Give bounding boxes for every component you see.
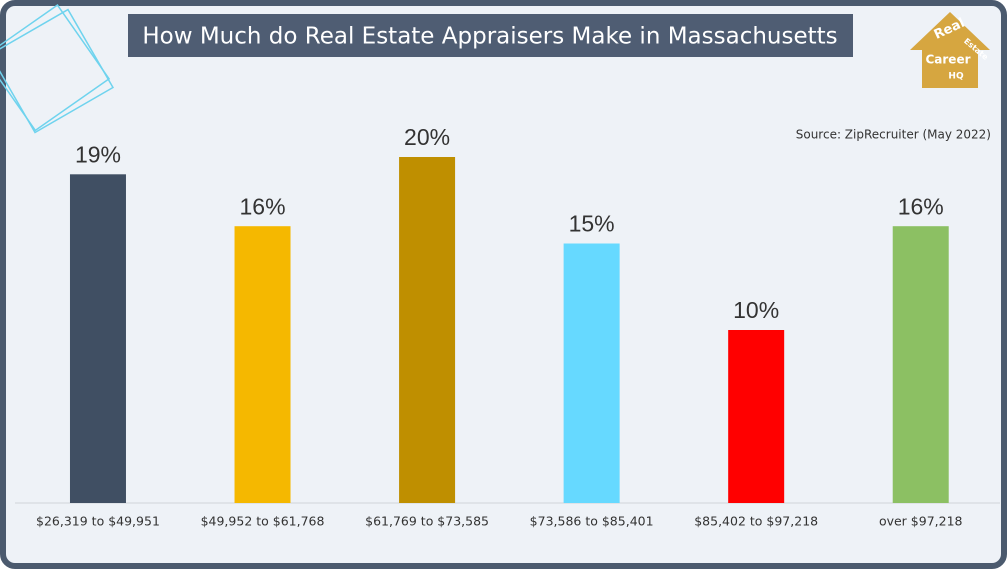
chart-title: How Much do Real Estate Appraisers Make … bbox=[142, 24, 837, 50]
bar bbox=[399, 157, 456, 503]
source-note: Source: ZipRecruiter (May 2022) bbox=[796, 128, 991, 142]
value-label: 16% bbox=[240, 193, 286, 219]
value-label: 15% bbox=[569, 211, 615, 237]
x-tick-label: over $97,218 bbox=[879, 514, 963, 529]
value-label: 19% bbox=[75, 141, 121, 167]
x-tick-label: $85,402 to $97,218 bbox=[694, 514, 818, 529]
logo-house bbox=[910, 12, 990, 88]
bar bbox=[892, 226, 949, 503]
title-box bbox=[128, 14, 853, 57]
bar bbox=[728, 330, 785, 503]
logo-text: HQ bbox=[948, 72, 964, 82]
logo-text: Career bbox=[925, 53, 970, 67]
bar bbox=[563, 243, 620, 503]
x-tick-label: $73,586 to $85,401 bbox=[530, 514, 654, 529]
value-label: 16% bbox=[898, 193, 944, 219]
x-tick-label: $26,319 to $49,951 bbox=[36, 514, 160, 529]
x-tick-label: $61,769 to $73,585 bbox=[365, 514, 489, 529]
bar bbox=[69, 174, 126, 504]
x-tick-label: $49,952 to $61,768 bbox=[201, 514, 325, 529]
value-label: 20% bbox=[404, 124, 450, 150]
bar bbox=[234, 226, 291, 503]
value-label: 10% bbox=[733, 297, 779, 323]
decoration bbox=[0, 3, 114, 134]
